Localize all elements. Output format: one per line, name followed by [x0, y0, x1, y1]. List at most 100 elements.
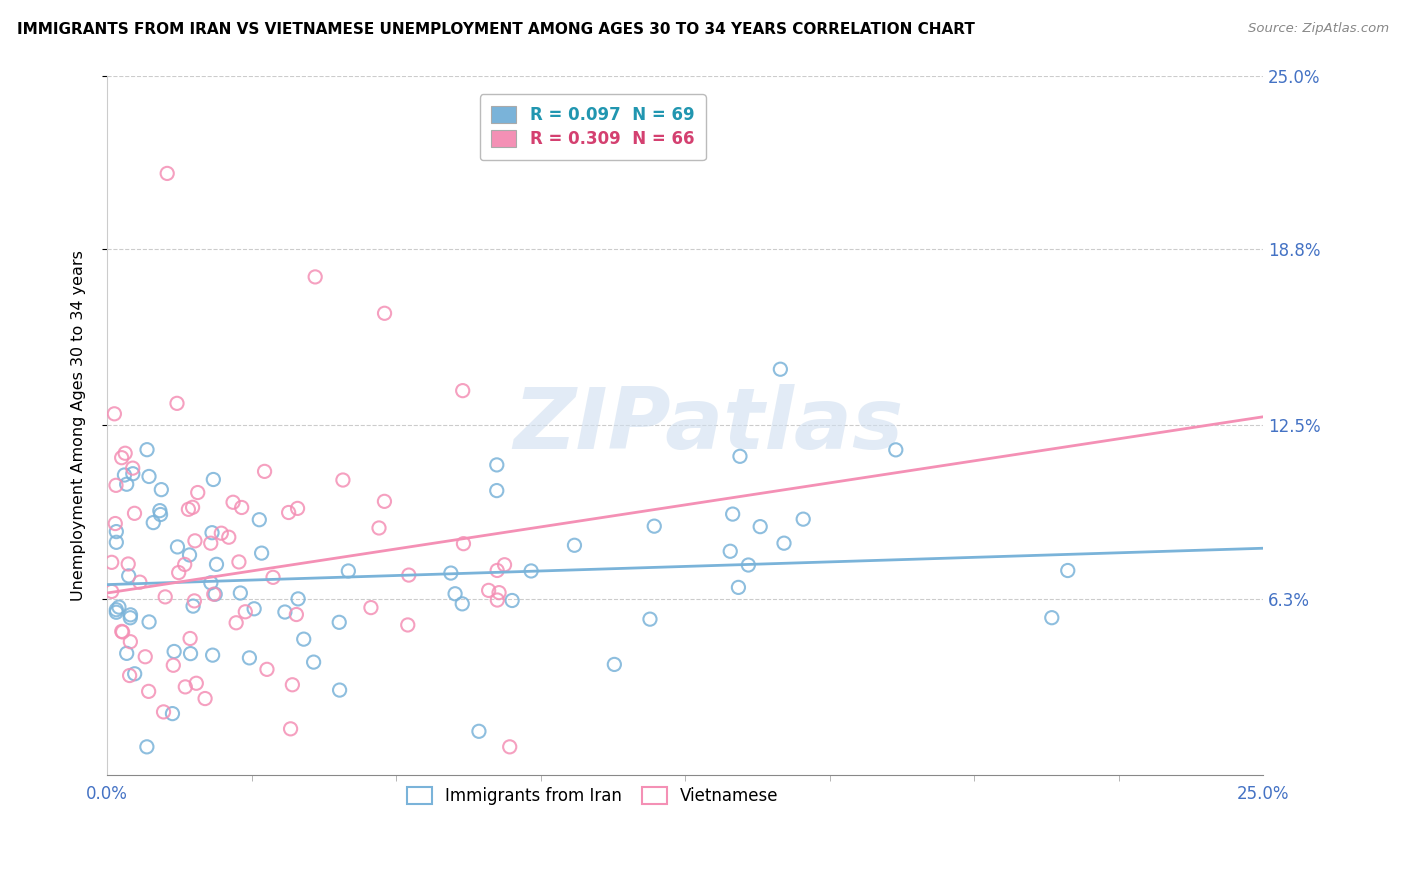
Point: [228, 555, 250, 569]
Point: [287, 501, 309, 516]
Point: [218, 530, 240, 544]
Point: [174, 680, 197, 694]
Point: [243, 601, 266, 615]
Text: Source: ZipAtlas.com: Source: ZipAtlas.com: [1249, 22, 1389, 36]
Point: [179, 632, 201, 646]
Point: [373, 494, 395, 508]
Point: [222, 495, 245, 509]
Point: [105, 535, 128, 549]
Point: [451, 384, 474, 398]
Point: [285, 607, 308, 622]
Point: [100, 584, 122, 599]
Point: [737, 558, 759, 572]
Y-axis label: Unemployment Among Ages 30 to 34 years: Unemployment Among Ages 30 to 34 years: [72, 250, 86, 600]
Point: [115, 477, 138, 491]
Point: [231, 500, 253, 515]
Point: [120, 634, 142, 648]
Point: [111, 450, 134, 465]
Point: [177, 502, 200, 516]
Point: [396, 618, 419, 632]
Point: [328, 615, 350, 630]
Point: [150, 483, 173, 497]
Point: [728, 450, 751, 464]
Point: [205, 558, 228, 572]
Point: [162, 658, 184, 673]
Point: [104, 516, 127, 531]
Point: [488, 585, 510, 599]
Point: [337, 564, 360, 578]
Point: [444, 587, 467, 601]
Point: [643, 519, 665, 533]
Point: [520, 564, 543, 578]
Point: [138, 469, 160, 483]
Point: [108, 600, 131, 615]
Point: [114, 446, 136, 460]
Point: [184, 533, 207, 548]
Point: [105, 605, 128, 619]
Point: [238, 651, 260, 665]
Point: [111, 624, 134, 639]
Point: [187, 485, 209, 500]
Point: [117, 557, 139, 571]
Point: [749, 519, 772, 533]
Point: [179, 548, 201, 562]
Point: [105, 603, 128, 617]
Point: [149, 508, 172, 522]
Point: [186, 676, 208, 690]
Point: [250, 546, 273, 560]
Point: [302, 655, 325, 669]
Point: [884, 442, 907, 457]
Point: [166, 396, 188, 410]
Point: [121, 461, 143, 475]
Point: [792, 512, 814, 526]
Point: [485, 458, 508, 472]
Point: [374, 306, 396, 320]
Point: [163, 644, 186, 658]
Point: [485, 483, 508, 498]
Point: [114, 468, 136, 483]
Point: [138, 684, 160, 698]
Point: [329, 683, 352, 698]
Point: [103, 407, 125, 421]
Point: [256, 662, 278, 676]
Point: [173, 558, 195, 572]
Point: [564, 538, 586, 552]
Point: [262, 570, 284, 584]
Point: [128, 575, 150, 590]
Point: [468, 724, 491, 739]
Point: [451, 597, 474, 611]
Point: [120, 607, 142, 622]
Point: [638, 612, 661, 626]
Point: [209, 526, 232, 541]
Point: [727, 581, 749, 595]
Point: [156, 166, 179, 180]
Point: [201, 525, 224, 540]
Point: [247, 513, 270, 527]
Point: [201, 648, 224, 662]
Point: [136, 442, 159, 457]
Point: [1040, 610, 1063, 624]
Point: [167, 566, 190, 580]
Point: [225, 615, 247, 630]
Point: [183, 594, 205, 608]
Point: [118, 668, 141, 682]
Point: [440, 566, 463, 580]
Point: [162, 706, 184, 721]
Point: [202, 473, 225, 487]
Text: ZIPatlas: ZIPatlas: [513, 384, 904, 467]
Point: [499, 739, 522, 754]
Point: [486, 593, 509, 607]
Point: [155, 590, 177, 604]
Point: [152, 705, 174, 719]
Point: [134, 649, 156, 664]
Point: [332, 473, 354, 487]
Point: [120, 611, 142, 625]
Point: [368, 521, 391, 535]
Point: [603, 657, 626, 672]
Point: [124, 666, 146, 681]
Point: [181, 599, 204, 614]
Point: [202, 587, 225, 601]
Point: [166, 540, 188, 554]
Point: [121, 467, 143, 481]
Point: [453, 536, 475, 550]
